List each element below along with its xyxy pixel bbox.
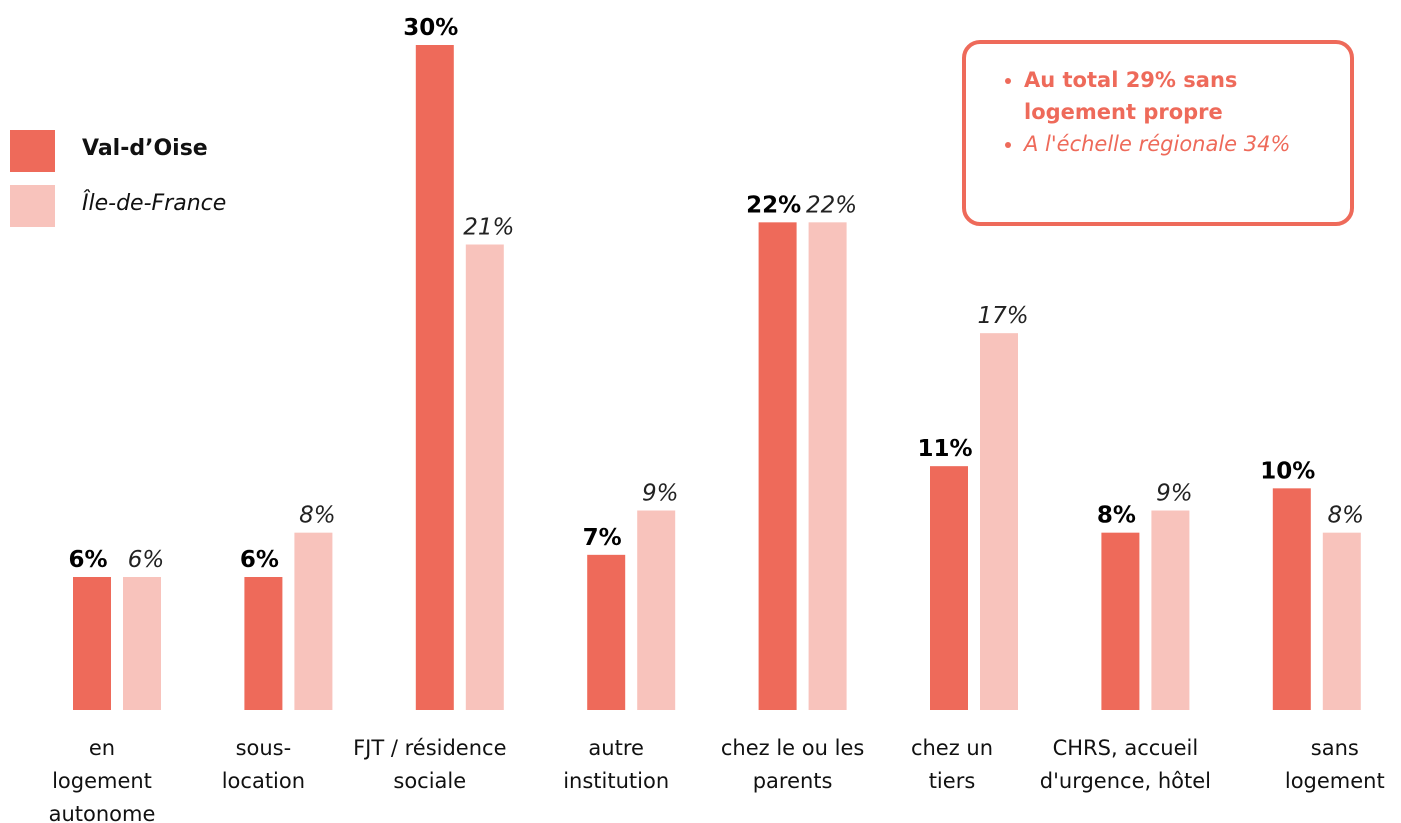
- bar: [415, 45, 454, 710]
- x-tick-label: chez un tiers: [910, 736, 994, 793]
- bar: [1272, 488, 1311, 710]
- annotation: Au total 29% sans logement propre: [1024, 64, 1330, 128]
- value-label: 7%: [583, 525, 622, 551]
- value-label: 6%: [68, 547, 107, 573]
- bar: [123, 577, 161, 710]
- value-label: 30%: [403, 15, 458, 41]
- value-label: 17%: [977, 303, 1028, 329]
- bar: [244, 577, 283, 710]
- bar: [980, 333, 1018, 710]
- legend-entry: Île-de-France: [82, 191, 227, 216]
- bar: [930, 466, 968, 710]
- annotation: A l'échelle régionale 34%: [1024, 128, 1330, 160]
- value-label: 9%: [642, 481, 679, 507]
- bar: [465, 244, 504, 710]
- bar: [587, 554, 626, 710]
- bar: [1322, 532, 1361, 710]
- x-tick-label: en logement autonome: [48, 736, 156, 823]
- value-label: 22%: [806, 192, 857, 218]
- x-tick-label: FJT / résidence sociale: [353, 736, 507, 793]
- bar: [73, 577, 111, 710]
- value-label: 11%: [917, 436, 972, 462]
- bar: [1101, 532, 1140, 710]
- x-tick-label: CHRS, accueil d'urgence, hôtel: [1039, 736, 1211, 793]
- value-label: 8%: [1328, 503, 1365, 529]
- bar: [808, 222, 847, 711]
- x-tick-label: sans logement: [1284, 736, 1385, 793]
- value-label: 9%: [1156, 481, 1193, 507]
- value-label: 6%: [240, 547, 279, 573]
- annotation-list: Au total 29% sans logement propre A l'éc…: [966, 44, 1350, 160]
- x-tick-label: autre institution: [563, 736, 670, 793]
- value-label: 6%: [128, 547, 165, 573]
- legend-swatch: [10, 130, 55, 172]
- x-tick-label: sous-location: [221, 736, 306, 793]
- annotation-box: Au total 29% sans logement propre A l'éc…: [962, 40, 1354, 226]
- value-label: 22%: [746, 192, 801, 218]
- value-label: 8%: [1097, 503, 1136, 529]
- x-tick-label: chez le ou les parents: [720, 736, 865, 793]
- bar: [294, 532, 333, 710]
- bar: [1151, 510, 1190, 710]
- value-label: 8%: [299, 503, 336, 529]
- legend-entry: Val-d’Oise: [82, 136, 208, 161]
- legend-swatch: [10, 185, 55, 227]
- value-label: 21%: [463, 215, 514, 241]
- bar: [758, 222, 797, 711]
- bar: [637, 510, 676, 710]
- value-label: 10%: [1260, 458, 1315, 484]
